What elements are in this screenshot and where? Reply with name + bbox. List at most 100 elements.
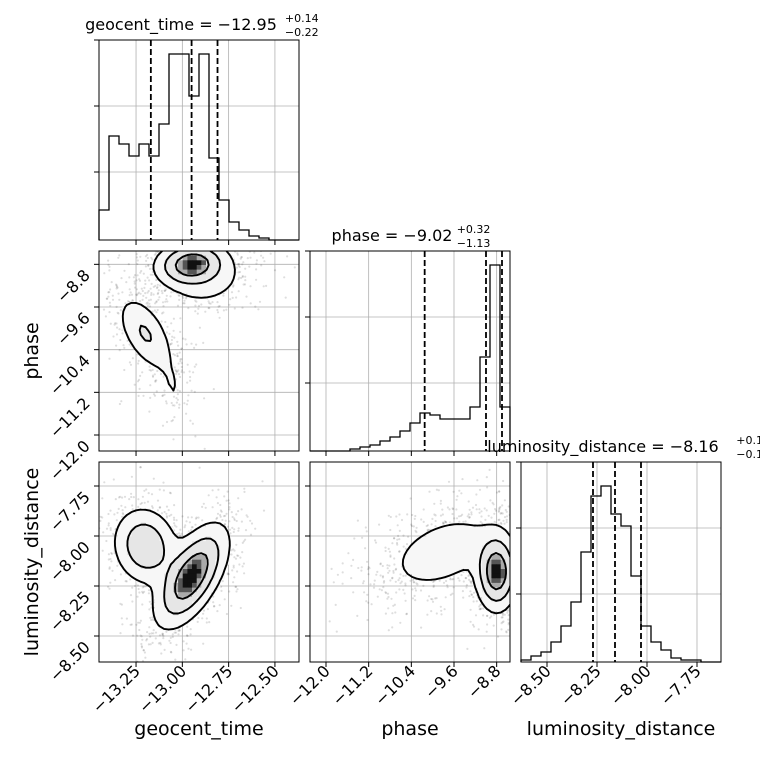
- density-cell: [187, 615, 193, 621]
- sample-point: [206, 242, 208, 244]
- density-cell: [126, 545, 132, 551]
- sample-point: [479, 603, 482, 607]
- sample-point: [483, 647, 486, 650]
- density-cell: [159, 348, 165, 354]
- density-cell: [164, 550, 170, 556]
- sample-point: [409, 497, 412, 500]
- density-cell: [210, 260, 216, 266]
- sample-point: [237, 529, 240, 532]
- sample-point: [119, 573, 122, 576]
- sample-point: [172, 243, 174, 245]
- density-cell: [224, 550, 230, 556]
- sample-point: [176, 393, 179, 396]
- x-tick-label: −8.50: [507, 661, 555, 709]
- density-cell: [131, 541, 137, 547]
- density-cell: [182, 606, 188, 612]
- sample-point: [512, 556, 514, 558]
- density-cell: [224, 269, 230, 275]
- sample-point: [157, 291, 160, 294]
- sample-point: [226, 573, 229, 576]
- sample-point: [185, 343, 188, 346]
- sample-point: [129, 578, 132, 581]
- density-cell: [173, 606, 179, 612]
- density-cell: [164, 564, 170, 570]
- density-cell: [140, 545, 146, 551]
- density-cell: [187, 596, 193, 602]
- density-cell: [210, 578, 216, 584]
- sample-point: [391, 577, 394, 580]
- sample-point: [415, 582, 418, 585]
- sample-point: [391, 542, 394, 545]
- sample-point: [515, 564, 517, 566]
- sample-point: [392, 604, 395, 607]
- sample-point: [152, 477, 155, 480]
- sample-point: [446, 586, 449, 589]
- density-cell: [182, 615, 188, 621]
- sample-point: [505, 631, 508, 634]
- sample-point: [185, 642, 188, 645]
- density-cell: [201, 527, 207, 533]
- sample-point: [191, 526, 194, 529]
- density-cell: [206, 531, 212, 537]
- sample-point: [107, 522, 110, 525]
- sample-point: [185, 412, 188, 415]
- sample-point: [227, 247, 229, 249]
- sample-point: [121, 623, 124, 626]
- sample-point: [146, 631, 149, 634]
- density-cell: [140, 559, 146, 565]
- sample-point: [153, 373, 156, 376]
- density-cell: [154, 353, 160, 359]
- sample-point: [147, 299, 151, 302]
- sample-point: [515, 524, 517, 526]
- sample-point: [116, 511, 119, 514]
- sample-point: [392, 537, 396, 540]
- density-cell: [164, 559, 170, 565]
- density-cell: [201, 541, 207, 547]
- density-cell: [164, 555, 170, 561]
- sample-point: [173, 336, 176, 339]
- sample-point: [350, 577, 353, 580]
- sample-point: [160, 320, 163, 323]
- sample-point: [140, 501, 143, 505]
- sample-point: [239, 606, 242, 610]
- sample-point: [148, 600, 151, 603]
- sample-point: [513, 557, 515, 559]
- density-cell: [131, 334, 137, 340]
- density-cell: [219, 527, 225, 533]
- density-cell: [159, 587, 165, 593]
- density-cell: [159, 362, 165, 368]
- density-cell: [178, 582, 184, 588]
- sample-point: [514, 575, 516, 577]
- sample-point: [241, 275, 244, 279]
- contour-level-2: [138, 251, 222, 342]
- sample-point: [183, 299, 186, 302]
- density-cell: [196, 269, 202, 275]
- density-cell: [219, 269, 225, 275]
- density-cell: [182, 283, 188, 289]
- sample-point: [518, 564, 520, 566]
- sample-point: [129, 623, 132, 626]
- density-cell: [140, 531, 146, 537]
- sample-point: [181, 515, 184, 518]
- density-cell: [136, 550, 142, 556]
- density-cell: [215, 527, 221, 533]
- contour-level-3: [174, 552, 209, 600]
- sample-point: [486, 623, 489, 626]
- sample-point: [176, 389, 179, 392]
- sample-point: [189, 419, 192, 422]
- density-cell: [131, 320, 137, 326]
- sample-point: [140, 646, 144, 649]
- sample-point: [144, 656, 147, 659]
- sample-point: [212, 388, 215, 391]
- histogram-title: geocent_time = −12.95: [85, 15, 277, 35]
- density-cell: [140, 541, 146, 547]
- sample-point: [513, 577, 515, 579]
- sample-point: [226, 242, 228, 244]
- sample-point: [405, 543, 409, 546]
- sample-point: [144, 585, 147, 588]
- sample-point: [109, 288, 112, 291]
- sample-point: [107, 585, 110, 588]
- sample-point: [511, 572, 513, 574]
- sample-point: [122, 513, 125, 516]
- sample-point: [230, 604, 233, 607]
